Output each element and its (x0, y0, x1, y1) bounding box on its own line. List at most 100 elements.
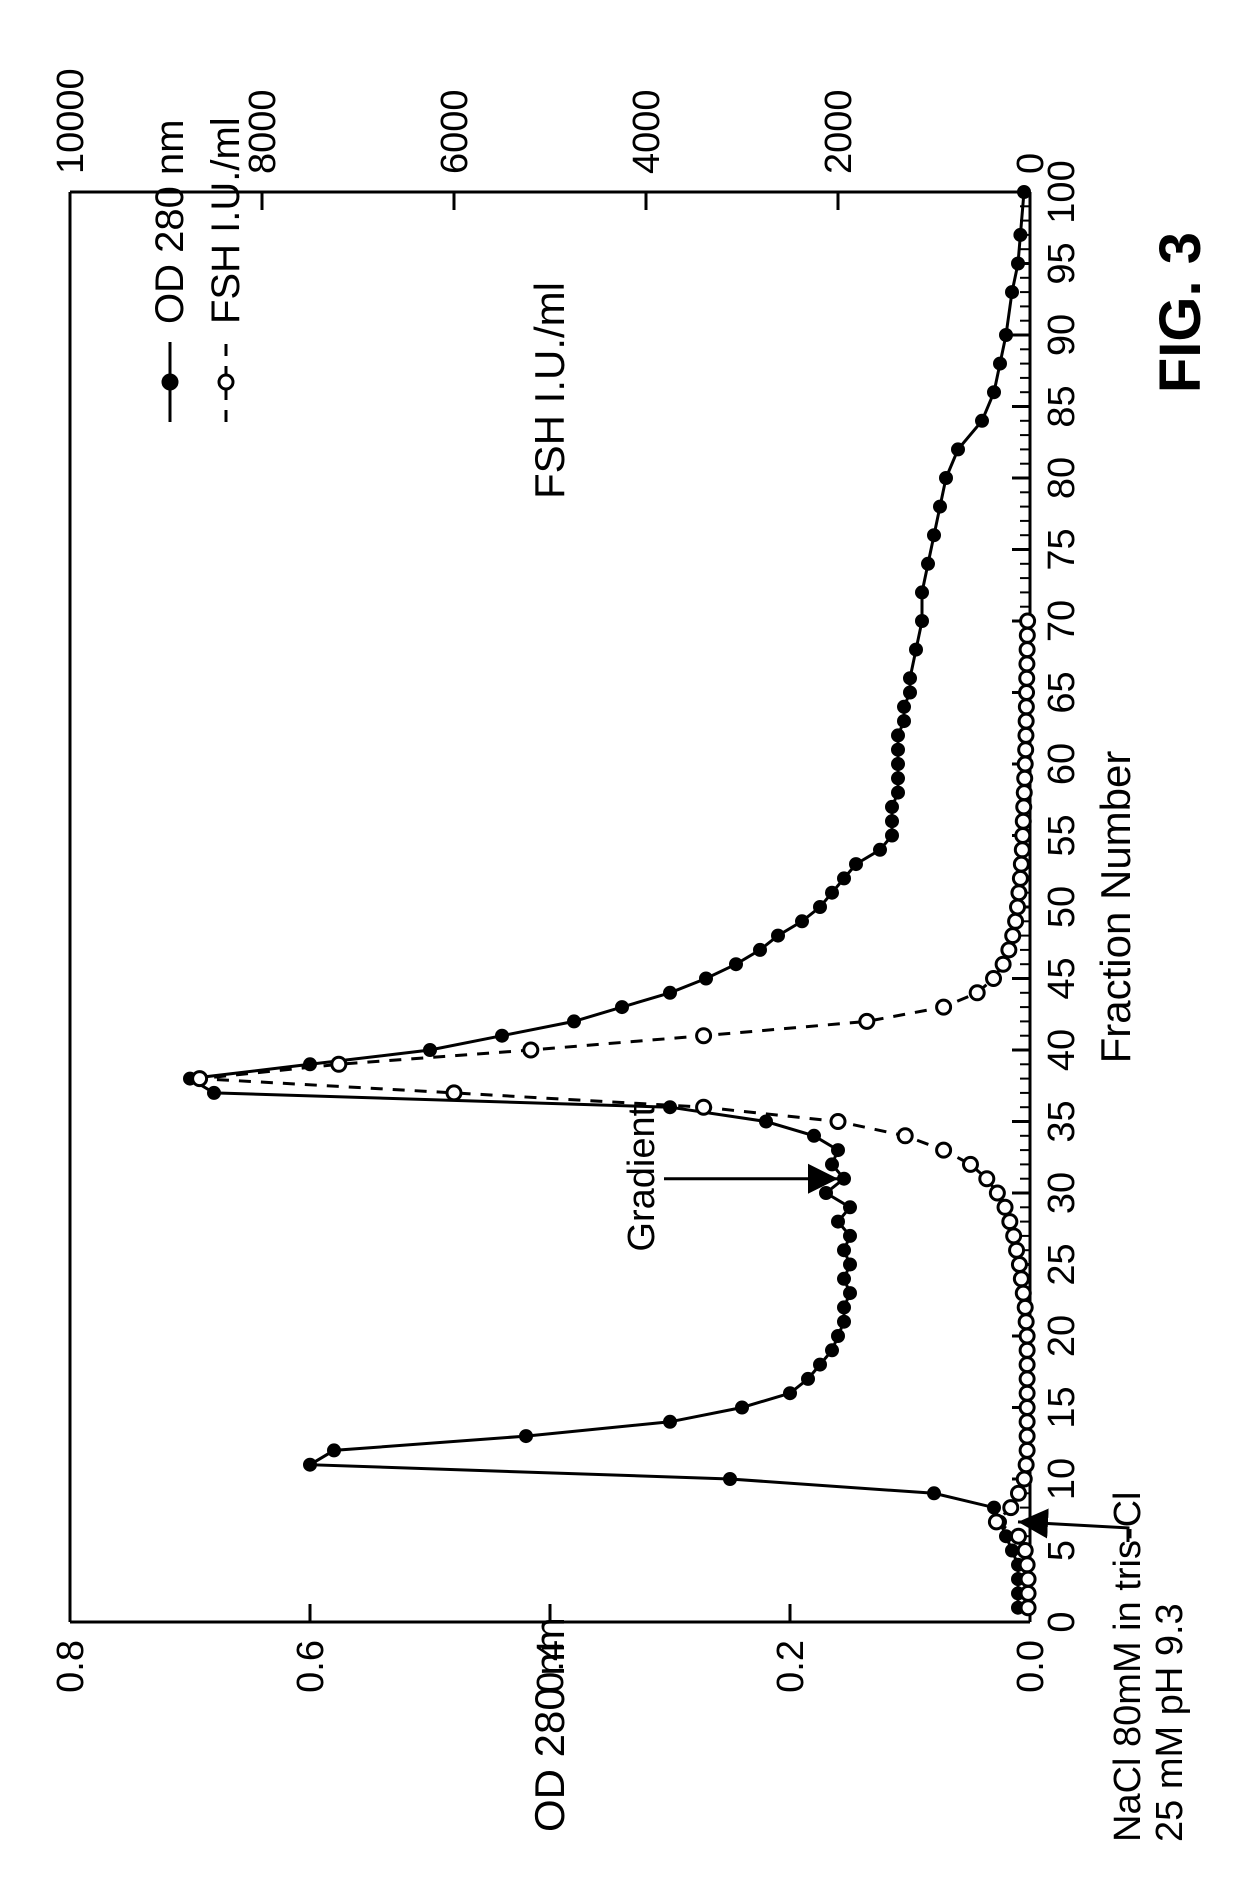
series-fsh-marker (1020, 1558, 1034, 1572)
yr-tick-label: 0 (1010, 153, 1052, 174)
yl-tick-label: 0.2 (770, 1640, 812, 1693)
x-tick-label: 45 (1041, 957, 1083, 999)
series-od280-marker (814, 1359, 826, 1371)
series-od280-marker (844, 1201, 856, 1213)
series-fsh-marker (697, 1029, 711, 1043)
series-od280-marker (568, 1015, 580, 1027)
series-od280-marker (898, 715, 910, 727)
x-tick-label: 10 (1041, 1458, 1083, 1500)
series-fsh-marker (1020, 686, 1034, 700)
series-od280-marker (1012, 258, 1024, 270)
series-od280-marker (1018, 186, 1030, 198)
series-od280-marker (844, 1287, 856, 1299)
series-fsh-marker (937, 1000, 951, 1014)
series-od280-marker (838, 1273, 850, 1285)
x-tick-label: 95 (1041, 242, 1083, 284)
series-fsh-marker (1019, 1458, 1033, 1472)
series-fsh-marker (1017, 800, 1031, 814)
series-od280-marker (424, 1044, 436, 1056)
legend-label: FSH I.U./ml (204, 117, 248, 324)
series-fsh-marker (1020, 1443, 1034, 1457)
yr-tick-label: 8000 (242, 89, 284, 174)
series-od280-marker (700, 973, 712, 985)
series-fsh-marker (1016, 814, 1030, 828)
series-od280-marker (838, 1301, 850, 1313)
series-fsh-marker (1012, 886, 1026, 900)
series-fsh-marker (1004, 1501, 1018, 1515)
series-od280-marker (724, 1473, 736, 1485)
series-fsh-marker (1020, 671, 1034, 685)
x-tick-label: 5 (1041, 1540, 1083, 1561)
figure-caption: FIG. 3 (1148, 232, 1213, 393)
series-od280-marker (892, 758, 904, 770)
series-fsh-marker (1010, 1243, 1024, 1257)
series-od280-marker (772, 930, 784, 942)
series-od280-marker (832, 1216, 844, 1228)
x-tick-label: 25 (1041, 1243, 1083, 1285)
series-fsh-marker (1015, 843, 1029, 857)
yr-tick-label: 2000 (818, 89, 860, 174)
legend-label: OD 280 nm (148, 119, 192, 324)
series-od280-marker (784, 1387, 796, 1399)
series-fsh-marker (1021, 1572, 1035, 1586)
yr-tick-label: 10000 (50, 68, 92, 174)
series-fsh-marker (1003, 1215, 1017, 1229)
series-fsh-marker (1021, 1601, 1035, 1615)
series-od280-marker (730, 958, 742, 970)
series-fsh-marker (1020, 1401, 1034, 1415)
series-od280-marker (832, 1330, 844, 1342)
series-od280-marker (838, 1316, 850, 1328)
series-fsh-marker (1020, 628, 1034, 642)
series-fsh-marker (980, 1172, 994, 1186)
x-tick-label: 70 (1041, 600, 1083, 642)
series-od280-line (190, 192, 1024, 1608)
series-fsh-marker (1020, 1372, 1034, 1386)
series-fsh-marker (1018, 1544, 1032, 1558)
series-fsh-marker (193, 1072, 207, 1086)
series-od280-marker (898, 701, 910, 713)
series-od280-marker (616, 1001, 628, 1013)
series-fsh-marker (989, 1515, 1003, 1529)
series-fsh-marker (860, 1014, 874, 1028)
series-fsh-marker (1018, 771, 1032, 785)
series-fsh-marker (990, 1186, 1004, 1200)
series-fsh-line (200, 621, 1029, 1608)
series-fsh-marker (1012, 1258, 1026, 1272)
series-od280-marker (802, 1373, 814, 1385)
series-fsh-marker (1013, 871, 1027, 885)
series-od280-marker (814, 901, 826, 913)
series-fsh-marker (1011, 900, 1025, 914)
series-fsh-marker (697, 1100, 711, 1114)
y-left-label: OD 280 nm (526, 1617, 573, 1832)
dual-axis-chromatogram: 0510152025303540455055606570758085909510… (0, 0, 1240, 1902)
x-tick-label: 15 (1041, 1386, 1083, 1428)
series-od280-marker (826, 887, 838, 899)
x-tick-label: 30 (1041, 1172, 1083, 1214)
yr-tick-label: 4000 (626, 89, 668, 174)
series-fsh-marker (831, 1115, 845, 1129)
series-od280-marker (844, 1259, 856, 1271)
series-fsh-marker (1020, 643, 1034, 657)
x-tick-label: 55 (1041, 814, 1083, 856)
series-od280-marker (940, 472, 952, 484)
series-fsh-marker (1018, 1300, 1032, 1314)
series-od280-marker (976, 415, 988, 427)
yl-tick-label: 0.0 (1010, 1640, 1052, 1693)
series-fsh-marker (1002, 943, 1016, 957)
series-fsh-marker (1014, 857, 1028, 871)
x-tick-label: 75 (1041, 528, 1083, 570)
series-fsh-marker (1020, 1415, 1034, 1429)
series-od280-marker (892, 787, 904, 799)
series-od280-marker (952, 443, 964, 455)
series-od280-marker (820, 1187, 832, 1199)
series-od280-marker (886, 801, 898, 813)
series-fsh-marker (1020, 1343, 1034, 1357)
series-fsh-marker (998, 1200, 1012, 1214)
x-tick-label: 35 (1041, 1100, 1083, 1142)
series-fsh-marker (1020, 657, 1034, 671)
x-axis-label: Fraction Number (1092, 751, 1139, 1064)
series-od280-marker (844, 1230, 856, 1242)
series-od280-marker (1006, 1545, 1018, 1557)
series-fsh-marker (1021, 614, 1035, 628)
series-fsh-marker (1006, 929, 1020, 943)
